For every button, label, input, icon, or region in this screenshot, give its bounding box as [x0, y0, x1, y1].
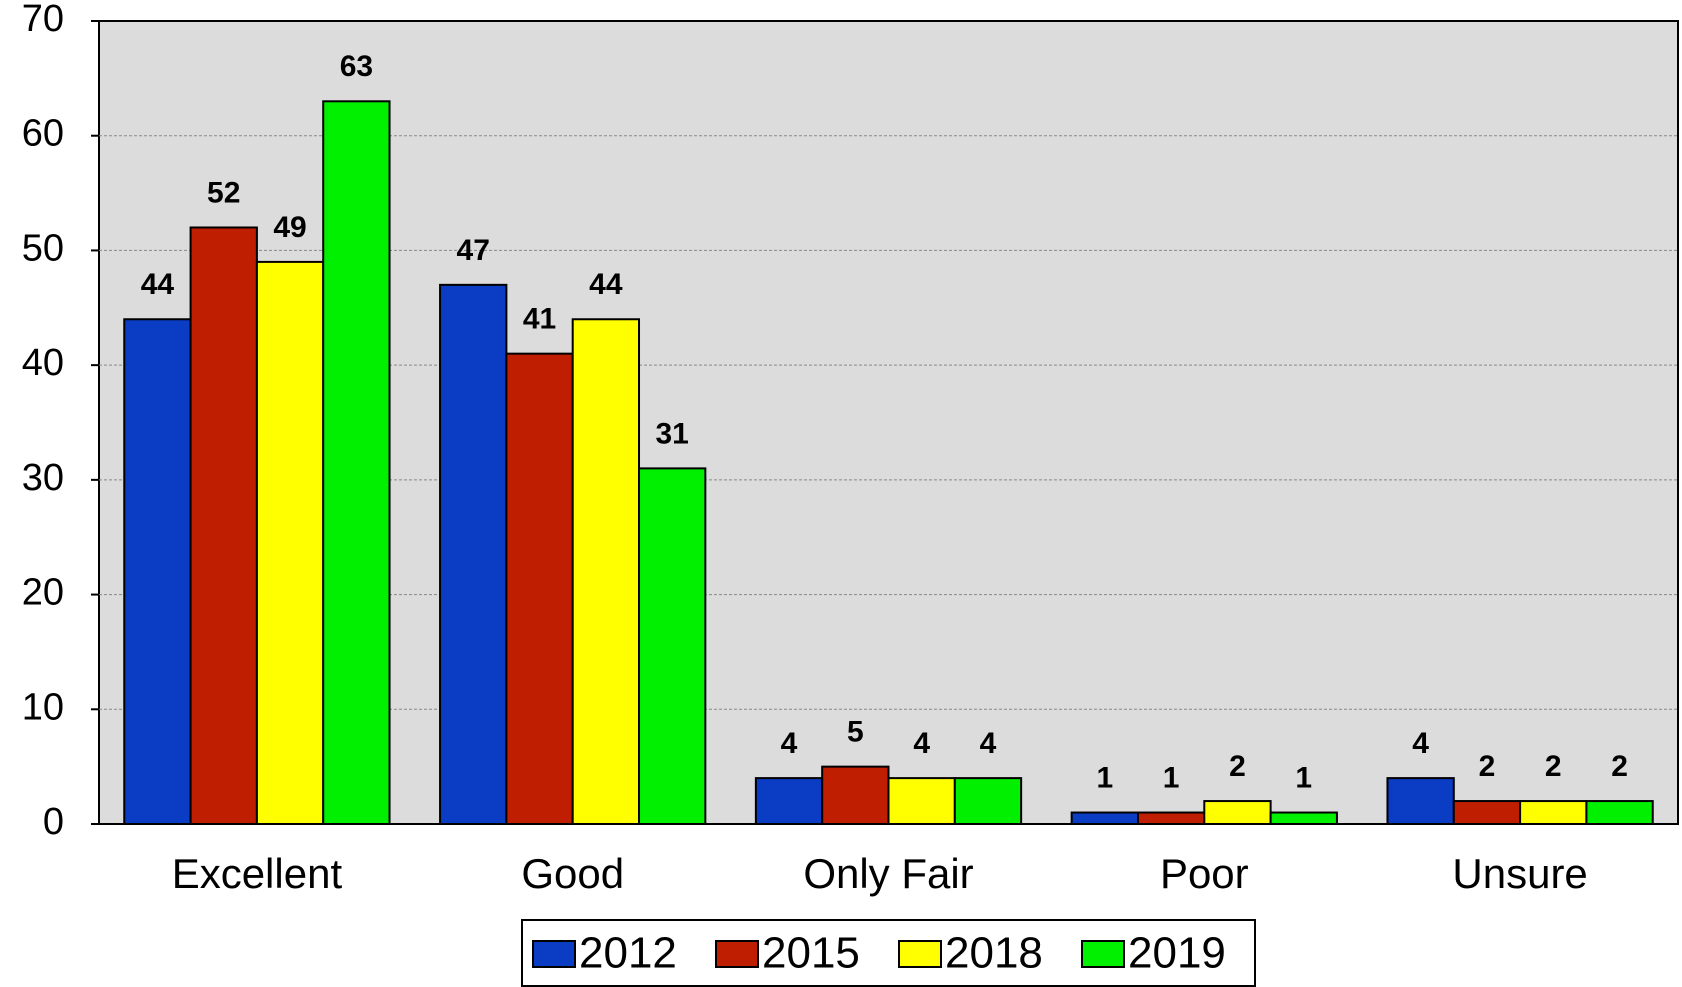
data-label: 2 — [1229, 750, 1246, 783]
y-tick-label: 70 — [22, 0, 64, 40]
bar — [505, 352, 574, 825]
y-tick-label: 10 — [22, 686, 64, 728]
x-tick-label: Excellent — [172, 850, 343, 897]
bar — [821, 765, 890, 826]
bar — [1269, 811, 1338, 825]
y-tick-label: 20 — [22, 572, 64, 614]
bar — [754, 777, 824, 825]
legend-swatch — [1081, 940, 1125, 968]
legend-label: 2012 — [579, 929, 677, 978]
data-label: 41 — [523, 303, 556, 336]
bar — [255, 260, 325, 825]
data-label: 4 — [913, 727, 930, 760]
y-tick-label: 0 — [43, 801, 64, 843]
data-label: 44 — [141, 268, 175, 301]
bar — [1585, 800, 1654, 825]
data-label: 1 — [1096, 761, 1113, 794]
bar — [1136, 811, 1206, 825]
bar — [123, 318, 192, 825]
x-tick-label: Only Fair — [803, 850, 973, 897]
data-label: 31 — [655, 417, 688, 450]
data-label: 44 — [589, 268, 623, 301]
bar — [638, 467, 707, 825]
x-tick-label: Poor — [1160, 850, 1249, 897]
bar — [1070, 811, 1139, 825]
bar — [887, 777, 956, 825]
legend-label: 2019 — [1128, 929, 1226, 978]
bar — [953, 777, 1023, 825]
legend-box — [521, 919, 1256, 987]
data-label: 2 — [1479, 750, 1496, 783]
x-tick-label: Unsure — [1452, 850, 1587, 897]
data-label: 4 — [980, 727, 997, 760]
data-label: 5 — [847, 716, 864, 749]
data-label: 1 — [1295, 761, 1312, 794]
data-label: 2 — [1611, 750, 1628, 783]
x-tick-label: Good — [521, 850, 624, 897]
y-tick-label: 40 — [22, 342, 64, 384]
data-label: 47 — [457, 234, 490, 267]
y-tick-label: 50 — [22, 227, 64, 269]
data-label: 2 — [1545, 750, 1562, 783]
bar — [571, 318, 641, 825]
bar — [189, 226, 258, 825]
data-label: 49 — [273, 211, 306, 244]
legend-swatch — [715, 940, 759, 968]
bar — [1203, 800, 1272, 825]
bar — [1386, 777, 1455, 825]
legend-swatch — [898, 940, 942, 968]
y-tick-label: 30 — [22, 457, 64, 499]
data-label: 4 — [1412, 727, 1429, 760]
bar — [322, 100, 391, 826]
data-label: 63 — [340, 50, 373, 83]
legend-label: 2018 — [945, 929, 1043, 978]
legend-label: 2015 — [762, 929, 860, 978]
data-label: 1 — [1163, 761, 1180, 794]
bar — [1452, 800, 1522, 825]
data-label: 52 — [207, 176, 240, 209]
data-label: 4 — [781, 727, 798, 760]
y-tick-label: 60 — [22, 113, 64, 155]
bar — [1519, 800, 1588, 825]
bar — [439, 283, 508, 826]
legend-swatch — [532, 940, 576, 968]
